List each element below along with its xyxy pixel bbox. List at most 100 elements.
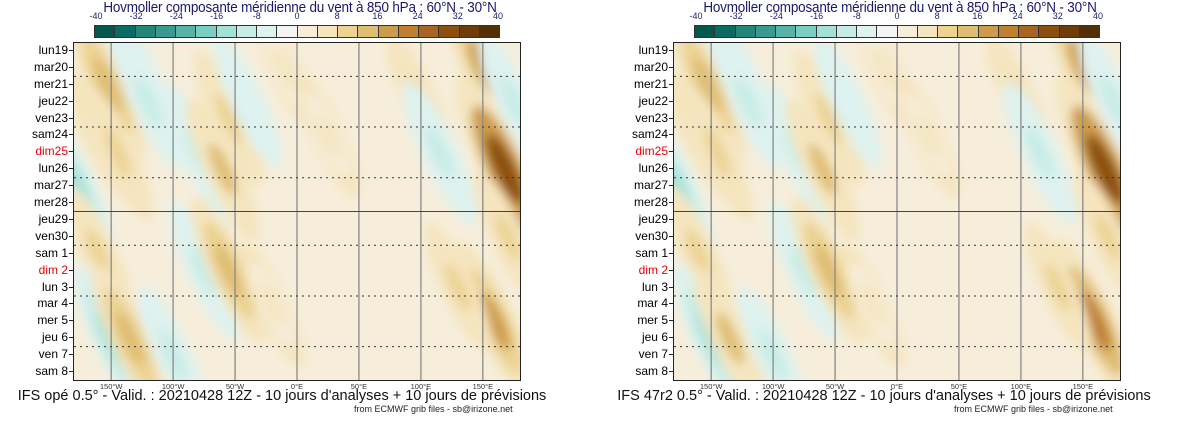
southerly-anomaly [115, 311, 145, 366]
y-tick-label: mer28 [33, 195, 68, 210]
y-tick-mark [69, 337, 73, 339]
y-tick-mark [69, 286, 73, 288]
y-tick-label: lun19 [38, 43, 68, 57]
y-tick-label: mar20 [633, 59, 668, 74]
y-tick-label: mer 5 [637, 313, 668, 328]
colorbar-tick-label: -16 [210, 11, 224, 21]
colorbar-tick-label: 0 [894, 11, 900, 21]
colorbar-swatch [317, 26, 338, 37]
y-tick-label: mar20 [33, 59, 68, 74]
colorbar-swatch [459, 26, 480, 37]
y-tick-label: jeu22 [638, 93, 668, 108]
colorbar-swatch [715, 26, 736, 37]
y-tick-label: jeu 6 [641, 330, 668, 345]
y-tick-mark [669, 218, 673, 220]
colorbar-swatch [419, 26, 440, 37]
x-tick-label: 50°W [825, 382, 845, 391]
colorbar-tick-label: 0 [294, 11, 300, 21]
chart-title: Hovmoller composante méridienne du vent … [103, 0, 497, 16]
colorbar-tick-label: -40 [89, 11, 103, 21]
northerly-anomaly [1100, 76, 1120, 127]
chart-caption: IFS opé 0.5° - Valid. : 20210428 12Z - 1… [17, 388, 547, 404]
y-tick-mark [69, 354, 73, 356]
x-tick-label: 50°W [225, 382, 245, 391]
colorbar-swatch [135, 26, 156, 37]
colorbar-swatch [378, 26, 399, 37]
southerly-anomaly [208, 143, 237, 196]
northerly-anomaly [134, 76, 162, 127]
northerly-anomaly [500, 76, 520, 127]
y-tick-label: dim 2 [38, 262, 68, 277]
y-tick-mark [669, 185, 673, 187]
colorbar-swatch [236, 26, 257, 37]
colorbar-swatch [155, 26, 176, 37]
y-tick-label: lun26 [38, 161, 68, 176]
southerly-anomaly [859, 281, 885, 328]
colorbar-swatch [776, 26, 797, 37]
x-tick-label: 50°E [350, 382, 368, 391]
y-tick-mark [69, 100, 73, 102]
southerly-anomaly [479, 292, 511, 351]
southerly-anomaly [92, 57, 122, 112]
northerly-anomaly [734, 76, 762, 127]
x-tick-label: 150°E [1072, 382, 1094, 391]
colorbar-tick-label: 24 [1012, 11, 1023, 21]
colorbar-tick-label: -40 [689, 11, 703, 21]
colorbar-tick-label: 40 [492, 11, 504, 21]
y-tick-mark [669, 354, 673, 356]
y-tick-mark [69, 151, 73, 153]
x-tick-label: 150°W [99, 382, 123, 391]
y-tick-label: lun26 [638, 161, 668, 176]
x-tick-label: 100°E [410, 382, 432, 391]
y-tick-label: lun 3 [41, 279, 68, 294]
northerly-anomaly [790, 245, 818, 296]
southerly-anomaly [214, 243, 244, 298]
southerly-anomaly [1045, 263, 1071, 312]
y-tick-mark [669, 320, 673, 322]
colorbar-tick-label: 16 [372, 11, 383, 21]
colorbar-swatch [338, 26, 359, 37]
southerly-anomaly [692, 57, 722, 112]
southerly-anomaly [872, 44, 897, 92]
colorbar-swatch [277, 26, 298, 37]
y-tick-label: ven 7 [638, 347, 668, 362]
southerly-anomaly [1086, 134, 1120, 205]
x-tick-label: 0°E [290, 382, 304, 391]
y-tick-label: mer21 [33, 76, 68, 91]
y-tick-mark [69, 202, 73, 204]
chart-caption: IFS 47r2 0.5° - Valid. : 20210428 12Z - … [617, 388, 1151, 404]
colorbar-tick-label: -24 [169, 11, 183, 21]
y-tick-label: sam 1 [635, 245, 668, 260]
hovmoller-plot [73, 42, 521, 381]
y-tick-label: sam 8 [35, 364, 68, 378]
southerly-anomaly [1094, 212, 1120, 261]
southerly-anomaly [486, 134, 520, 205]
y-tick-mark [69, 269, 73, 271]
y-tick-label: jeu 6 [41, 330, 68, 345]
colorbar-tick-label: -8 [852, 11, 861, 21]
y-tick-mark [69, 320, 73, 322]
northerly-anomaly [190, 245, 218, 296]
colorbar-swatch [95, 26, 116, 37]
southerly-anomaly [85, 228, 113, 279]
y-tick-mark [669, 117, 673, 119]
colorbar-tick-label: 24 [412, 11, 423, 21]
chart-credit: from ECMWF grib files - sb@irizone.net [354, 404, 513, 414]
y-axis-labels: lun19 mar20 mer21 jeu22 ven23 sam24 dim25 lun26… [600, 42, 673, 381]
y-tick-mark [669, 66, 673, 68]
colorbar-swatch [897, 26, 918, 37]
x-tick-label: 150°E [472, 382, 494, 391]
northerly-anomaly [1025, 126, 1054, 179]
colorbar-swatch [398, 26, 419, 37]
colorbar-swatch [917, 26, 938, 37]
y-tick-mark [69, 303, 73, 305]
y-tick-label: lun19 [638, 43, 668, 57]
y-tick-label: mer21 [633, 76, 668, 91]
colorbar-swatch [998, 26, 1019, 37]
y-tick-mark [69, 117, 73, 119]
colorbar-swatch [115, 26, 136, 37]
y-tick-label: mar27 [633, 178, 668, 193]
y-tick-label: lun 3 [641, 279, 668, 294]
colorbar-tick-label: 8 [934, 11, 940, 21]
colorbar-swatch [1079, 26, 1099, 37]
